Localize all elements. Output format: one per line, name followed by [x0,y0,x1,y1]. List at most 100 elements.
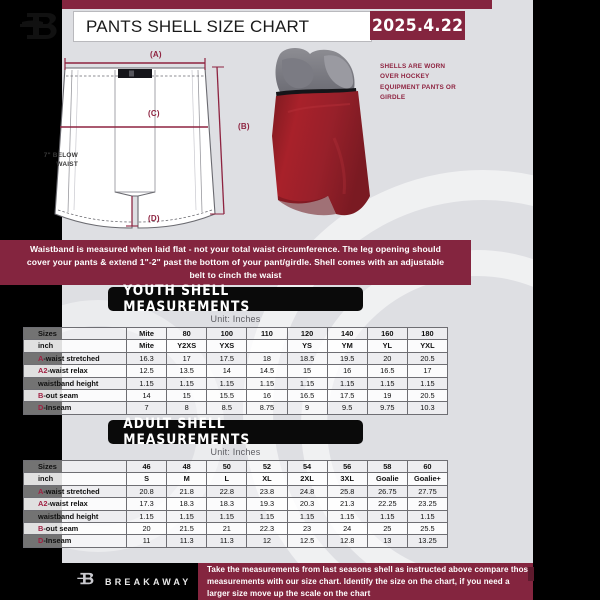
row-label: A-waist stretched [23,484,127,499]
table-row: A2-waist relax 17.3 18.3 18.3 19.3 20.3 21.3 22… [23,497,449,511]
table-cell: 1.15 [125,376,168,391]
row-label-prefix: A [38,486,44,496]
row-label: inch [23,339,127,353]
youth-measurements-table: Sizes Mite 80 100 110 120 140 160 180 inch Mite Y2X… [23,326,449,415]
table-cell: 17 [166,351,208,366]
table-cell: 18.3 [166,497,208,511]
table-cell: 15 [286,364,328,378]
row-label: waistband height [23,376,127,391]
footer-brand: BREAKAWAY [62,563,220,600]
table-cell: 1.15 [125,509,168,524]
table-cell: 80 [166,326,208,341]
table-cell: 14.5 [246,364,288,378]
table-cell: 13 [366,534,408,548]
table-cell: 21.5 [166,522,208,536]
table-cell: 13.5 [166,364,208,378]
table-cell: 16.5 [286,389,328,403]
table-cell: YXL [406,339,449,353]
table-row: B-out seam 14 15 15.5 16 16.5 17.5 19 20.5 [23,389,449,403]
table-cell: 12.5 [286,534,328,548]
table-cell: 21 [206,522,248,536]
breakaway-b-logo-icon [76,568,98,595]
table-cell: 9.5 [326,401,368,415]
table-cell: 54 [286,459,328,474]
adult-table-body: Sizes 46 48 50 52 54 56 58 60 inch S M L XL 2XL 3XL Goal… [23,459,449,548]
footer-instructions-text: Take the measurements from last seasons … [207,564,533,598]
table-cell: 2XL [286,472,328,486]
table-cell: 60 [406,459,449,474]
row-label-prefix: B [38,391,44,401]
table-cell: 1.15 [406,509,449,524]
table-cell: 23 [286,522,328,536]
table-cell: 1.15 [206,509,248,524]
diagram-label-b: (B) [238,122,250,131]
row-label: D-Inseam [23,534,127,548]
table-cell: L [206,472,248,486]
table-cell: 21.8 [166,484,208,499]
table-cell: 15 [166,389,208,403]
adult-unit-label: Unit: Inches [210,447,261,457]
youth-table-body: Sizes Mite 80 100 110 120 140 160 180 inch Mite Y2X… [23,326,449,415]
table-cell: Goalie [366,472,408,486]
table-cell: 20 [366,351,408,366]
row-label: Sizes [23,459,127,474]
row-label-prefix: B [38,524,44,534]
table-cell: Mite [125,326,168,341]
table-cell: 12.8 [326,534,368,548]
footer-instructions-banner: Take the measurements from last seasons … [198,563,533,600]
illustration-area: (A) (B) (C) (D) 7" BELOW WAIST [0,44,471,238]
table-cell: 20.5 [406,389,449,403]
table-cell: Goalie+ [406,472,449,486]
table-cell: 1.15 [326,376,368,391]
table-cell: 19 [366,389,408,403]
table-row: inch S M L XL 2XL 3XL Goalie Goalie+ [23,472,449,486]
date-badge: 2025.4.22 [370,11,465,40]
top-accent-strip [62,0,492,9]
adult-section-title: ADULT SHELL MEASUREMENTS [123,416,251,448]
table-cell: YS [286,339,328,353]
table-cell: 7 [125,401,168,415]
adult-measurements-section: ADULT SHELL MEASUREMENTS Unit: Inches Si… [0,416,471,548]
table-cell: 13.25 [406,534,449,548]
table-cell: 1.15 [206,376,248,391]
table-cell: 56 [326,459,368,474]
table-cell: 1.15 [366,376,408,391]
table-cell: 9 [286,401,328,415]
adult-measurements-table: Sizes 46 48 50 52 54 56 58 60 inch S M L XL 2XL 3XL Goal… [23,459,449,548]
youth-section-title: YOUTH SHELL MEASUREMENTS [123,283,251,315]
row-label: waistband height [23,509,127,524]
product-usage-note: SHELLS ARE WORN OVER HOCKEY EQUIPMENT PA… [380,63,456,101]
table-cell: 1.15 [286,376,328,391]
youth-measurements-section: YOUTH SHELL MEASUREMENTS Unit: Inches Si… [0,283,471,415]
table-cell: 50 [206,459,248,474]
table-row: D-Inseam 7 8 8.5 8.75 9 9.5 9.75 10.3 [23,401,449,415]
table-cell: 46 [125,459,168,474]
row-label: Sizes [23,326,127,341]
table-cell: 10.3 [406,401,449,415]
table-cell: 3XL [326,472,368,486]
table-row: Sizes Mite 80 100 110 120 140 160 180 [23,326,449,341]
table-cell: 17.5 [206,351,248,366]
table-cell: 21.3 [326,497,368,511]
table-row: B-out seam 20 21.5 21 22.3 23 24 25 25.5 [23,522,449,536]
diagram-label-c: (C) [148,109,160,118]
table-row: D-Inseam 11 11.3 11.3 12 12.5 12.8 13 13.25 [23,534,449,548]
breakaway-b-logo-icon [14,7,70,47]
pants-technical-drawing: (A) (B) (C) (D) 7" BELOW WAIST [10,44,250,238]
table-cell: 14 [125,389,168,403]
table-row: A-waist stretched 20.8 21.8 22.8 23.8 24.8 25.… [23,484,449,499]
table-cell: 110 [246,326,288,341]
table-cell: 23.8 [246,484,288,499]
table-cell: Mite [125,339,168,353]
table-cell: 1.15 [166,509,208,524]
table-cell: 17 [406,364,449,378]
row-label-prefix: A2 [38,499,48,509]
table-cell: 16.5 [366,364,408,378]
waist-reference-note: 7" BELOW WAIST [43,152,78,168]
table-cell: M [166,472,208,486]
table-cell: 16.3 [125,351,168,366]
table-cell: 12.5 [125,364,168,378]
table-cell: 58 [366,459,408,474]
table-cell: 120 [286,326,328,341]
